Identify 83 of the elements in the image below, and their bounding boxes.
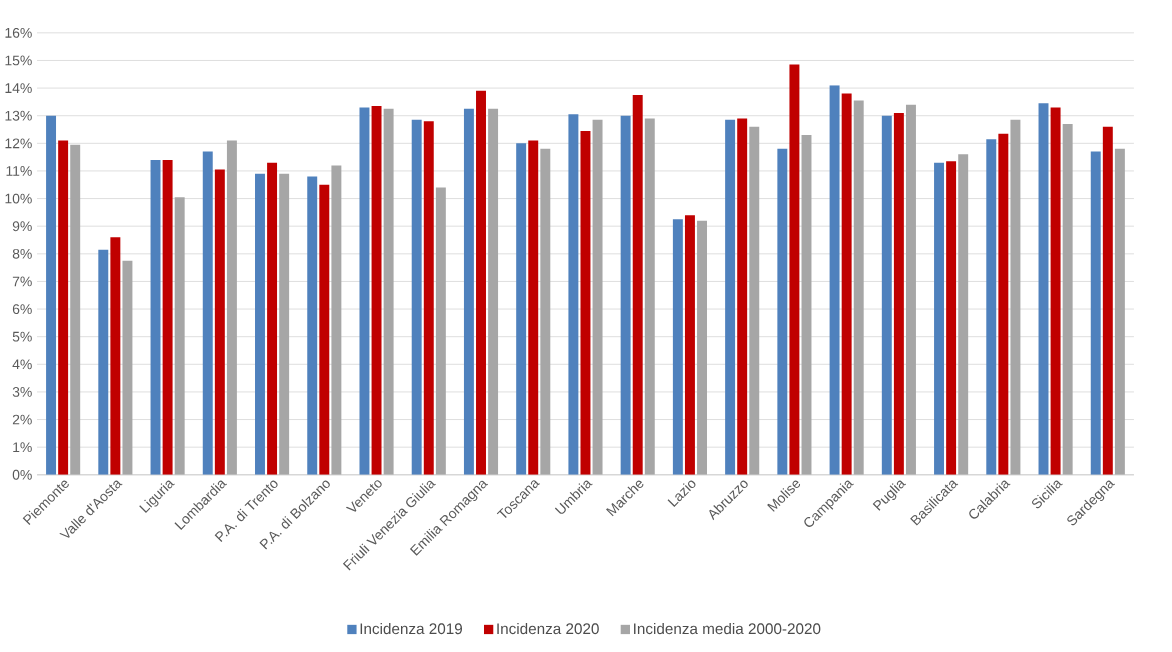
bar bbox=[58, 140, 69, 475]
bar bbox=[383, 108, 394, 475]
bar bbox=[1050, 107, 1061, 475]
bar bbox=[528, 140, 539, 475]
bar bbox=[255, 173, 265, 475]
bar bbox=[423, 121, 434, 475]
bar bbox=[174, 197, 185, 475]
bar bbox=[476, 90, 486, 475]
bar bbox=[853, 100, 864, 475]
bar bbox=[214, 169, 225, 475]
bar bbox=[98, 249, 109, 475]
bar bbox=[737, 118, 748, 475]
bar bbox=[801, 135, 812, 475]
y-tick-label: 8% bbox=[12, 248, 32, 259]
bar bbox=[411, 119, 422, 475]
legend-label: Incidenza 2020 bbox=[497, 622, 599, 635]
y-tick-label: 13% bbox=[5, 110, 32, 121]
bar bbox=[359, 107, 370, 475]
bar bbox=[568, 114, 579, 475]
bar bbox=[829, 85, 840, 475]
bar bbox=[672, 219, 683, 475]
bar bbox=[1090, 151, 1101, 475]
bar bbox=[110, 237, 121, 475]
y-tick-label: 12% bbox=[5, 138, 32, 149]
bar bbox=[684, 215, 695, 475]
bar bbox=[998, 133, 1009, 475]
bar bbox=[516, 143, 527, 475]
bar bbox=[371, 106, 382, 475]
bar bbox=[1038, 103, 1049, 475]
bar bbox=[331, 165, 342, 475]
bar bbox=[620, 115, 631, 475]
y-tick-label: 2% bbox=[12, 414, 32, 425]
bar bbox=[279, 173, 290, 475]
bar bbox=[319, 184, 330, 475]
bar bbox=[725, 119, 736, 475]
bar bbox=[958, 154, 969, 475]
y-tick-label: 16% bbox=[5, 27, 32, 38]
legend-label: Incidenza 2019 bbox=[360, 622, 462, 635]
bar bbox=[893, 112, 904, 475]
bar bbox=[580, 130, 591, 475]
y-tick-label: 1% bbox=[13, 442, 32, 453]
bar bbox=[789, 64, 800, 475]
y-tick-label: 4% bbox=[12, 359, 32, 370]
y-tick-label: 5% bbox=[12, 331, 32, 342]
bar bbox=[150, 159, 161, 475]
bar bbox=[777, 148, 788, 475]
bar bbox=[905, 104, 916, 475]
bar bbox=[841, 93, 852, 475]
y-tick-label: 14% bbox=[5, 83, 32, 93]
bar bbox=[986, 139, 997, 475]
bar bbox=[70, 144, 81, 475]
bar bbox=[463, 108, 474, 475]
bar bbox=[1114, 148, 1125, 475]
bar bbox=[881, 115, 892, 475]
bar bbox=[1062, 124, 1073, 475]
bar bbox=[934, 162, 945, 475]
bar bbox=[644, 118, 655, 475]
bar bbox=[749, 126, 760, 475]
bar bbox=[435, 187, 446, 475]
y-tick-label: 10% bbox=[5, 193, 32, 204]
bar bbox=[267, 162, 278, 475]
bar bbox=[697, 220, 707, 475]
y-tick-label: 0% bbox=[12, 469, 32, 480]
bar bbox=[226, 140, 237, 475]
bar bbox=[946, 161, 957, 475]
bar bbox=[202, 151, 213, 475]
bar bbox=[122, 260, 133, 475]
y-tick-label: 3% bbox=[12, 387, 32, 397]
bar bbox=[307, 176, 318, 475]
y-tick-label: 11% bbox=[6, 166, 32, 176]
bar bbox=[1010, 119, 1021, 475]
bar bbox=[488, 108, 499, 475]
y-tick-label: 15% bbox=[5, 55, 32, 66]
bar bbox=[592, 119, 603, 475]
bar bbox=[540, 148, 551, 475]
bar bbox=[46, 115, 57, 475]
bar bbox=[162, 159, 173, 475]
bar bbox=[1102, 126, 1113, 475]
bar bbox=[632, 95, 643, 475]
y-tick-label: 7% bbox=[12, 276, 32, 287]
y-tick-label: 6% bbox=[12, 304, 32, 315]
legend-label: Incidenza media 2000-2020 bbox=[634, 622, 821, 635]
y-tick-label: 9% bbox=[12, 221, 32, 232]
